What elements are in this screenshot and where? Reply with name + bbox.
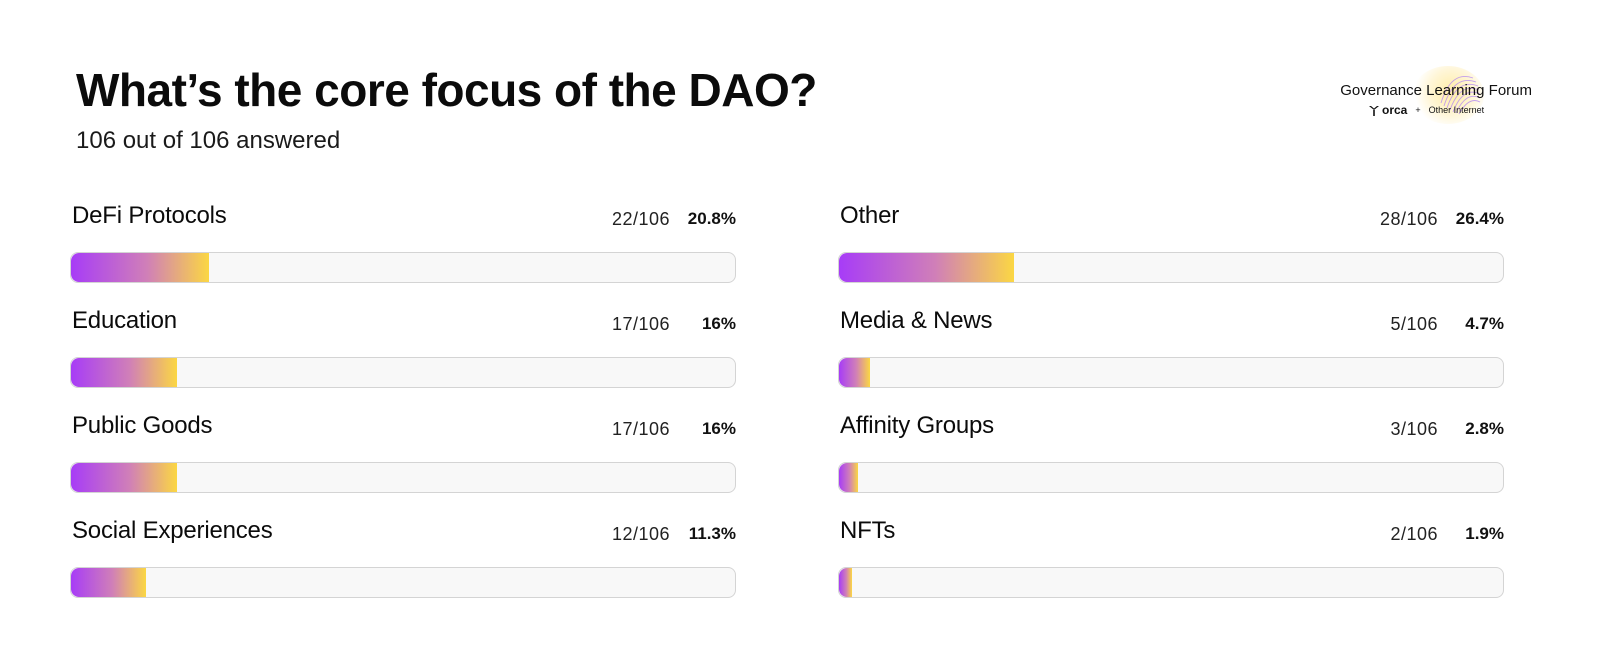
count-label: 17/106 bbox=[611, 314, 670, 334]
percent-label: 2.8% bbox=[1465, 419, 1504, 438]
count-label: 17/106 bbox=[611, 419, 670, 439]
chart-title: What’s the core focus of the DAO? bbox=[76, 64, 817, 116]
count-label: 3/106 bbox=[1390, 419, 1438, 439]
percent-label: 26.4% bbox=[1455, 209, 1504, 228]
brand-name: Governance Learning Forum bbox=[1340, 82, 1532, 99]
count-label: 5/106 bbox=[1390, 314, 1438, 334]
bar-track bbox=[838, 252, 1504, 283]
category-label: Social Experiences bbox=[72, 517, 273, 544]
bar-track bbox=[838, 462, 1504, 493]
category-label: Education bbox=[72, 307, 177, 334]
orca-logo: orca bbox=[1368, 103, 1407, 117]
bar-fill bbox=[839, 358, 871, 387]
count-label: 22/106 bbox=[611, 209, 670, 229]
orca-wordmark: orca bbox=[1382, 103, 1408, 117]
bar-track bbox=[838, 567, 1504, 598]
brand-separator: + bbox=[1415, 105, 1421, 115]
bar-fill bbox=[71, 463, 178, 492]
brand-partners: orca + Other Internet bbox=[1368, 103, 1484, 117]
brand-logo: Governance Learning Forum orca + Other I… bbox=[1322, 66, 1532, 126]
percent-label: 11.3% bbox=[688, 524, 736, 543]
orca-icon bbox=[1369, 105, 1379, 116]
fingerprint-icon bbox=[1440, 76, 1481, 115]
other-internet-wordmark: Other Internet bbox=[1428, 105, 1485, 115]
chart-row: Media & News 5/106 4.7% bbox=[838, 301, 1506, 391]
chart-row: Social Experiences 12/106 11.3% bbox=[70, 511, 738, 601]
percent-label: 1.9% bbox=[1465, 524, 1504, 543]
bar-fill bbox=[71, 253, 210, 282]
bar-track bbox=[70, 462, 736, 493]
count-label: 12/106 bbox=[611, 524, 670, 544]
count-label: 28/106 bbox=[1379, 209, 1438, 229]
bar-track bbox=[838, 357, 1504, 388]
count-label: 2/106 bbox=[1390, 524, 1438, 544]
percent-label: 4.7% bbox=[1465, 314, 1504, 333]
chart-row: NFTs 2/106 1.9% bbox=[838, 511, 1506, 601]
response-count-subtitle: 106 out of 106 answered bbox=[76, 127, 341, 154]
percent-label: 16% bbox=[701, 419, 736, 438]
bar-fill bbox=[839, 463, 858, 492]
bar-fill bbox=[71, 358, 178, 387]
chart-row: Public Goods 17/106 16% bbox=[70, 406, 738, 496]
category-label: DeFi Protocols bbox=[72, 202, 227, 229]
category-label: NFTs bbox=[840, 517, 896, 544]
chart-row: Affinity Groups 3/106 2.8% bbox=[838, 406, 1506, 496]
category-label: Media & News bbox=[840, 307, 993, 334]
percent-label: 16% bbox=[701, 314, 736, 333]
chart-row: Education 17/106 16% bbox=[70, 301, 738, 391]
bar-fill bbox=[839, 568, 852, 597]
chart-row: Other 28/106 26.4% bbox=[838, 196, 1506, 286]
bar-track bbox=[70, 252, 736, 283]
bar-chart: DeFi Protocols 22/106 20.8% Education 17/106… bbox=[70, 196, 1532, 616]
bar-track bbox=[70, 357, 736, 388]
bar-track bbox=[70, 567, 736, 598]
percent-label: 20.8% bbox=[687, 209, 736, 228]
category-label: Other bbox=[840, 202, 900, 229]
category-label: Affinity Groups bbox=[840, 412, 994, 439]
category-label: Public Goods bbox=[72, 412, 213, 439]
bar-fill bbox=[71, 568, 147, 597]
bar-fill bbox=[839, 253, 1015, 282]
chart-row: DeFi Protocols 22/106 20.8% bbox=[70, 196, 738, 286]
